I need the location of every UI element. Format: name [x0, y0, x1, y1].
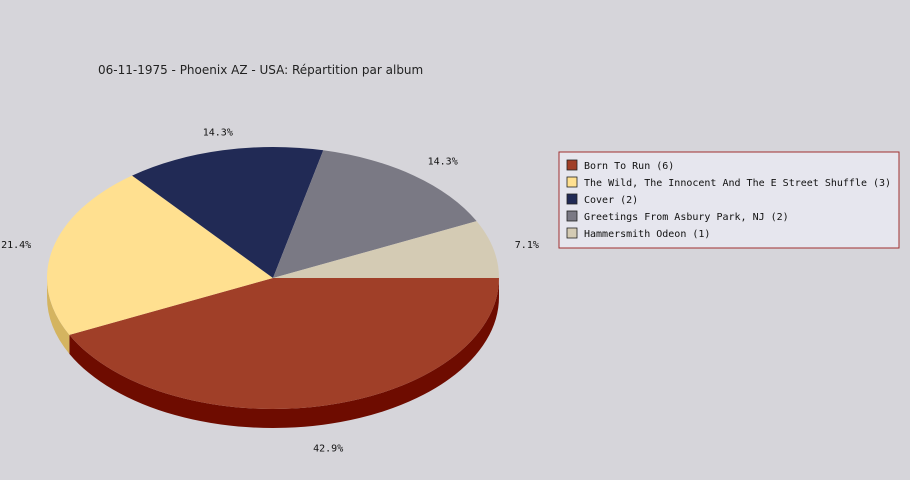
legend-label-0: Born To Run (6) [584, 161, 674, 172]
legend-swatch-4 [566, 227, 578, 239]
percent-label-2: 14.3% [203, 128, 233, 139]
legend-box [558, 151, 900, 249]
percent-label-3: 14.3% [428, 157, 458, 168]
legend-label-3: Greetings From Asbury Park, NJ (2) [584, 212, 789, 223]
legend-label-4: Hammersmith Odeon (1) [584, 229, 710, 240]
pie-slice-0 [69, 278, 499, 410]
legend-label-1: The Wild, The Innocent And The E Street … [584, 178, 891, 189]
pie-sides [47, 278, 499, 429]
percent-label-4: 7.1% [515, 240, 539, 251]
pie-slice-3 [273, 150, 477, 278]
pie-side-1 [47, 278, 70, 354]
legend-items: Born To Run (6) The Wild, The Innocent An… [566, 159, 891, 240]
pie-slices [46, 147, 499, 410]
pie-slice-4 [273, 221, 499, 278]
legend-swatch-0 [566, 159, 578, 171]
percent-label-1: 21.4% [1, 240, 31, 251]
legend: Born To Run (6) The Wild, The Innocent An… [558, 151, 900, 249]
percent-label-0: 42.9% [313, 443, 343, 454]
chart-title: 06-11-1975 - Phoenix AZ - USA: Répartiti… [98, 63, 423, 77]
legend-label-2: Cover (2) [584, 195, 638, 206]
legend-swatch-3 [566, 210, 578, 222]
legend-swatch-1 [566, 176, 578, 188]
percent-labels: 42.9% 21.4% 14.3% 14.3% 7.1% [1, 128, 539, 455]
pie-slice-2 [132, 147, 324, 278]
pie-slice-1 [46, 175, 273, 335]
legend-swatch-2 [566, 193, 578, 205]
pie-side-0 [69, 278, 499, 429]
